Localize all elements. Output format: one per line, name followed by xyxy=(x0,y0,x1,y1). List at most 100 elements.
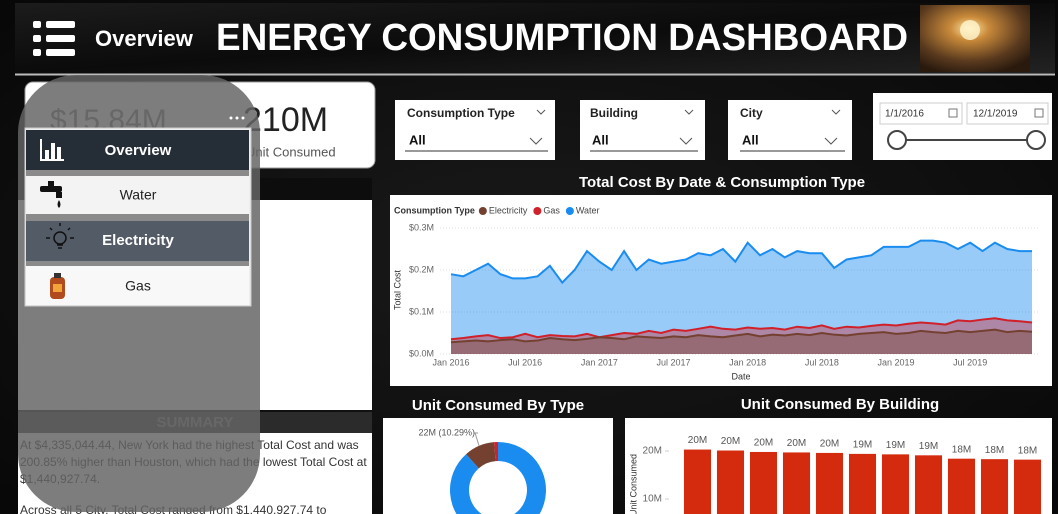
filter-box[interactable] xyxy=(395,100,555,160)
menu-icon[interactable] xyxy=(33,21,75,56)
nav-item[interactable] xyxy=(26,221,249,261)
filter-value: All xyxy=(742,132,759,147)
header-bar xyxy=(15,3,1055,73)
x-tick-label: Jan 2018 xyxy=(729,357,766,367)
bar xyxy=(815,452,844,514)
legend-marker xyxy=(565,207,574,215)
bar xyxy=(980,459,1009,514)
bar xyxy=(683,449,712,514)
donut-slice xyxy=(494,442,498,462)
x-tick-label: Jan 2016 xyxy=(432,357,469,367)
slider-handle[interactable] xyxy=(1026,130,1046,150)
chart-title: Total Cost By Date & Consumption Type xyxy=(579,174,865,191)
y-axis-title: Total Cost xyxy=(392,269,402,310)
charts: $0.0M $0.1M $0.2M $0.3M Jan 2016 Jul 2016 Jan … xyxy=(409,205,1042,514)
page-name: Overview xyxy=(95,26,194,51)
data-label: 20M xyxy=(721,436,740,447)
bulb-icon xyxy=(46,223,74,249)
gas-icon xyxy=(50,273,65,299)
date-input[interactable] xyxy=(966,102,1049,125)
y-tick-label: $0.0M xyxy=(409,348,434,358)
x-tick-label: Jul 2017 xyxy=(656,357,690,367)
area xyxy=(451,329,1032,354)
bar xyxy=(848,453,877,514)
bar xyxy=(716,450,745,514)
filter-value: All xyxy=(592,132,609,147)
date-input[interactable] xyxy=(879,102,963,125)
bar xyxy=(782,452,811,514)
x-tick-label: Jul 2018 xyxy=(805,357,839,367)
header-image-bulb xyxy=(960,20,980,40)
y-tick-label: 10M xyxy=(643,494,662,505)
y-tick-label: $0.2M xyxy=(409,264,434,274)
x-tick-label: Jan 2019 xyxy=(877,357,914,367)
data-label: 20M xyxy=(754,438,773,449)
chart-title: Unit Consumed By Building xyxy=(741,396,939,413)
bar xyxy=(914,455,943,514)
data-label: 20M xyxy=(688,435,707,446)
nav-label: Water xyxy=(120,187,157,203)
x-tick-label: Jul 2019 xyxy=(953,357,987,367)
nav-item[interactable] xyxy=(26,176,249,214)
line xyxy=(450,328,1033,344)
filter[interactable]: City All xyxy=(728,100,852,160)
filter-box[interactable] xyxy=(580,100,705,160)
data-label: 18M xyxy=(985,445,1004,456)
area xyxy=(451,318,1032,354)
x-axis-title: Date xyxy=(731,371,750,381)
legend-marker xyxy=(533,207,542,215)
x-tick-label: Jan 2017 xyxy=(581,357,618,367)
data-label: 20M xyxy=(787,438,806,449)
date-end: 12/1/2019 xyxy=(973,109,1018,120)
filter[interactable]: Consumption Type All xyxy=(395,100,555,160)
bar xyxy=(749,451,778,514)
tap-icon xyxy=(40,181,62,208)
y-axis-title: Unit Consumed xyxy=(628,454,638,514)
filter-label: City xyxy=(740,106,763,120)
data-label: 19M xyxy=(853,440,872,451)
donut-slice xyxy=(450,442,546,514)
legend-title: Consumption Type xyxy=(394,205,475,215)
x-tick-label: Jul 2016 xyxy=(508,357,542,367)
filter-value: All xyxy=(409,132,426,147)
nav-label: Overview xyxy=(105,142,172,159)
nav-item[interactable] xyxy=(26,130,249,170)
dashboard-title: ENERGY CONSUMPTION DASHBOARD xyxy=(216,17,908,59)
data-label: 20M xyxy=(820,439,839,450)
kpi-label: Unit Consumed xyxy=(246,144,336,159)
chevron xyxy=(679,109,694,145)
slider-handle[interactable] xyxy=(887,130,907,150)
filter[interactable]: Building All xyxy=(580,100,705,160)
donut-slice xyxy=(466,442,496,469)
nav-separator xyxy=(26,170,249,176)
legend-label: Gas xyxy=(543,205,560,215)
line xyxy=(450,239,1032,285)
leader-line xyxy=(474,432,480,447)
nav-label: Gas xyxy=(125,278,151,294)
data-label: 19M xyxy=(919,441,938,452)
legend-label: Water xyxy=(576,205,600,215)
chevron xyxy=(824,109,841,145)
chart-icon xyxy=(40,139,64,161)
legend-marker xyxy=(478,207,487,215)
filter-label: Consumption Type xyxy=(407,106,515,120)
y-tick-label: $0.3M xyxy=(409,222,434,232)
nav-separator xyxy=(26,214,249,221)
calendar-icon xyxy=(948,108,958,118)
legend-label: Electricity xyxy=(489,205,528,215)
bar xyxy=(947,458,976,514)
y-tick-label: $0.1M xyxy=(409,306,434,316)
nav-separator xyxy=(26,261,249,266)
chart-panel xyxy=(383,418,613,514)
filter-box[interactable] xyxy=(728,100,852,160)
bar xyxy=(1013,459,1042,514)
date-slicer[interactable]: 1/1/2016 12/1/2019 xyxy=(873,93,1052,160)
calendar-icon xyxy=(1034,108,1044,118)
more-options[interactable] xyxy=(229,116,245,120)
y-tick-label: 20M xyxy=(643,446,662,457)
bar xyxy=(881,454,910,514)
data-label: 22M (10.29%) xyxy=(418,427,475,437)
data-label: 18M xyxy=(1018,445,1037,456)
